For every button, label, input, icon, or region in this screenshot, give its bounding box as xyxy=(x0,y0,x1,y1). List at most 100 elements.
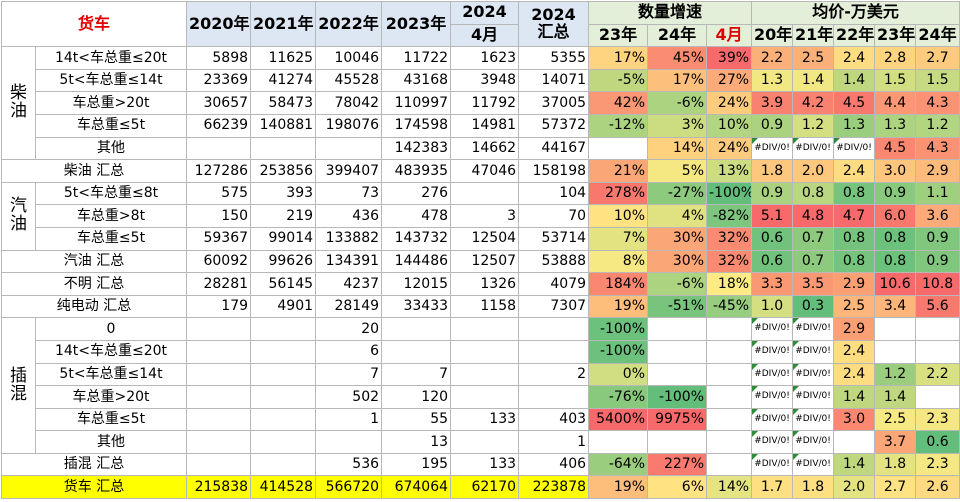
count-cell: 3 xyxy=(450,204,520,228)
price-cell: 0.9 xyxy=(915,249,960,274)
growth-cell xyxy=(588,430,649,454)
count-cell: 55 xyxy=(381,407,452,432)
price-cell: 5.6 xyxy=(915,294,960,319)
count-cell xyxy=(250,317,317,341)
count-cell xyxy=(518,317,590,341)
count-cell: 37005 xyxy=(518,91,590,115)
count-cell: 575 xyxy=(186,181,252,206)
price-cell: 2.4 xyxy=(833,46,876,70)
count-cell: 47046 xyxy=(450,159,520,183)
growth-cell: 14% xyxy=(706,475,753,500)
ytd-year-header: 2024 xyxy=(450,1,520,25)
price-col-header: 24年 xyxy=(915,23,960,48)
count-cell: 414528 xyxy=(250,475,317,500)
group-label: 插混 xyxy=(1,317,36,454)
table-body: 柴油 14t<车总重≤20t 5898 11625 10046 11722 1623 5355… xyxy=(0,46,960,500)
total-label: 纯电动 汇总 xyxy=(0,294,188,319)
price-cell: #DIV/0! xyxy=(792,136,835,161)
total-label: 插混 汇总 xyxy=(0,452,188,477)
growth-cell: 6% xyxy=(647,475,708,500)
price-cell: 1.3 xyxy=(833,113,876,138)
growth-cell xyxy=(588,136,649,161)
data-row: 车总重≤5t 59367 99014 133882 143732 12504 53714 7%… xyxy=(2,226,960,251)
count-cell: 4901 xyxy=(250,294,317,319)
total-row: 汽油 汇总 60092 99626 134391 144486 12507 53888 8% 3… xyxy=(0,249,960,274)
growth-cell: 30% xyxy=(647,226,708,251)
growth-cell: 19% xyxy=(588,475,649,500)
row-label: 14t<车总重≤20t xyxy=(34,339,188,364)
count-cell xyxy=(450,181,520,206)
growth-cell: -6% xyxy=(647,91,708,115)
price-cell xyxy=(915,317,960,341)
price-cell: 10.8 xyxy=(915,272,960,296)
price-cell xyxy=(915,385,960,409)
price-cell: 4.7 xyxy=(833,204,876,228)
growth-cell xyxy=(706,407,753,432)
price-cell: 3.9 xyxy=(751,91,794,115)
count-cell: 133 xyxy=(450,407,520,432)
count-cell: 403 xyxy=(518,407,590,432)
total-label: 货车 汇总 xyxy=(0,475,188,500)
count-cell xyxy=(518,385,590,409)
data-row: 车总重≤5t 1 55 133 403 5400% 9975% #DIV/0! #DIV/0! 3… xyxy=(2,407,960,432)
price-cell: 0.8 xyxy=(874,249,917,274)
count-cell xyxy=(250,136,317,161)
price-cell: 0.8 xyxy=(833,226,876,251)
price-cell: 1.4 xyxy=(833,452,876,477)
data-row: 插混 0 20 -100% #DIV/0! #DIV/0! 2.9 xyxy=(1,317,960,454)
count-cell: 195 xyxy=(381,452,452,477)
price-cell xyxy=(833,430,876,454)
total-row: 纯电动 汇总 179 4901 28149 33433 1158 7307 19% -51% -4… xyxy=(0,294,960,319)
growth-cell: -82% xyxy=(706,204,753,228)
total-row: 货车 汇总 215838 414528 566720 674064 62170 223878… xyxy=(0,475,960,500)
count-cell: 7 xyxy=(315,362,383,387)
count-cell: 3948 xyxy=(450,68,520,93)
count-cell: 1158 xyxy=(450,294,520,319)
count-cell: 70 xyxy=(518,204,590,228)
count-cell: 120 xyxy=(381,385,452,409)
growth-cell xyxy=(647,339,708,364)
year-header: 2020年 xyxy=(186,0,252,48)
count-cell: 56145 xyxy=(250,272,317,296)
growth-cell xyxy=(706,317,753,341)
total-label: 柴油 汇总 xyxy=(0,159,188,183)
price-cell: 1.4 xyxy=(833,68,876,93)
count-cell: 1326 xyxy=(450,272,520,296)
price-cell: 0.9 xyxy=(874,181,917,206)
price-cell: 0.6 xyxy=(751,249,794,274)
growth-cell: -64% xyxy=(588,452,649,477)
count-cell xyxy=(450,362,520,387)
price-cell: 1.7 xyxy=(751,475,794,500)
price-cell: 4.5 xyxy=(833,91,876,115)
growth-cell: 184% xyxy=(588,272,649,296)
price-cell: 4.5 xyxy=(874,136,917,161)
price-cell: 2.2 xyxy=(751,46,794,70)
growth-cell: -51% xyxy=(647,294,708,319)
price-cell: 6.0 xyxy=(874,204,917,228)
count-cell: 53714 xyxy=(518,226,590,251)
count-cell: 4079 xyxy=(518,272,590,296)
growth-cell: 9975% xyxy=(647,407,708,432)
count-cell xyxy=(250,452,317,477)
price-cell: 2.7 xyxy=(874,475,917,500)
count-cell xyxy=(186,430,252,454)
count-cell: 133882 xyxy=(315,226,383,251)
count-cell: 7 xyxy=(381,362,452,387)
price-cell: 0.9 xyxy=(915,226,960,251)
count-cell: 99014 xyxy=(250,226,317,251)
price-cell: 0.8 xyxy=(792,181,835,206)
count-cell xyxy=(186,362,252,387)
growth-cell: 32% xyxy=(706,226,753,251)
row-label: 车总重≤5t xyxy=(34,113,188,138)
row-label: 0 xyxy=(34,317,188,341)
growth-cell: -5% xyxy=(588,68,649,93)
growth-cell: -100% xyxy=(588,317,649,341)
count-cell xyxy=(250,339,317,364)
count-cell: 62170 xyxy=(450,475,520,500)
price-cell: #DIV/0! xyxy=(792,452,835,477)
group-label: 汽油 xyxy=(1,181,36,251)
growth-cell xyxy=(647,362,708,387)
growth-cell: 10% xyxy=(706,113,753,138)
price-col-header: 22年 xyxy=(833,23,876,48)
